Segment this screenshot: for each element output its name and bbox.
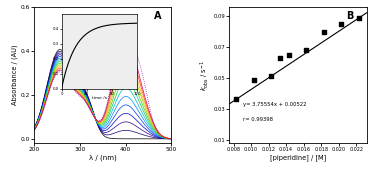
Y-axis label: $k_{\rm obs}$ / s$^{-1}$: $k_{\rm obs}$ / s$^{-1}$: [198, 60, 211, 91]
Text: r= 0.99398: r= 0.99398: [243, 117, 273, 122]
Text: B: B: [346, 11, 353, 21]
X-axis label: λ / (nm): λ / (nm): [89, 154, 117, 161]
Text: y= 3.75554x + 0.00522: y= 3.75554x + 0.00522: [243, 102, 307, 107]
Point: [251, 78, 257, 81]
Point: [338, 22, 344, 25]
Point: [286, 53, 292, 56]
X-axis label: [piperidine] / [M]: [piperidine] / [M]: [270, 154, 326, 161]
Point: [277, 57, 283, 60]
Point: [268, 75, 274, 78]
Point: [356, 17, 362, 20]
Text: A: A: [153, 11, 161, 21]
Point: [233, 98, 239, 100]
Y-axis label: Absorbance / (AU): Absorbance / (AU): [11, 45, 18, 105]
Point: [303, 48, 309, 51]
Point: [321, 30, 327, 33]
